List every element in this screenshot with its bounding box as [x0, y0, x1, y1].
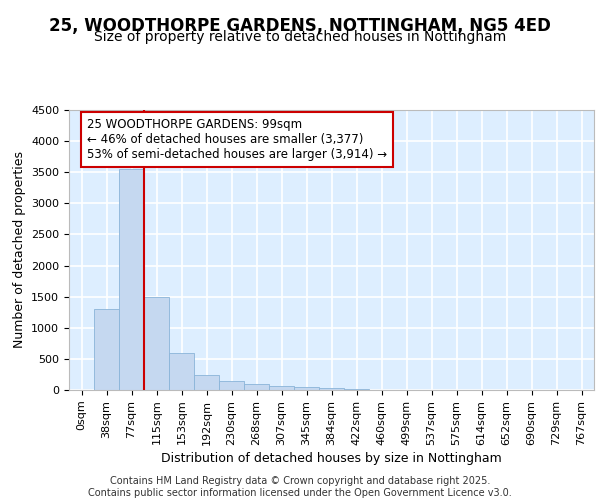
Bar [219, 382, 244, 390]
X-axis label: Distribution of detached houses by size in Nottingham: Distribution of detached houses by size … [161, 452, 502, 465]
Y-axis label: Number of detached properties: Number of detached properties [13, 152, 26, 348]
Bar [344, 389, 369, 390]
Bar [269, 386, 294, 390]
Bar [319, 388, 344, 390]
Bar [244, 384, 269, 390]
Bar [119, 169, 144, 390]
Text: Contains HM Land Registry data © Crown copyright and database right 2025.
Contai: Contains HM Land Registry data © Crown c… [88, 476, 512, 498]
Bar [94, 309, 119, 390]
Bar [294, 387, 319, 390]
Bar [144, 298, 169, 390]
Text: 25 WOODTHORPE GARDENS: 99sqm
← 46% of detached houses are smaller (3,377)
53% of: 25 WOODTHORPE GARDENS: 99sqm ← 46% of de… [88, 118, 388, 162]
Text: 25, WOODTHORPE GARDENS, NOTTINGHAM, NG5 4ED: 25, WOODTHORPE GARDENS, NOTTINGHAM, NG5 … [49, 18, 551, 36]
Text: Size of property relative to detached houses in Nottingham: Size of property relative to detached ho… [94, 30, 506, 44]
Bar [169, 354, 194, 390]
Bar [194, 375, 219, 390]
